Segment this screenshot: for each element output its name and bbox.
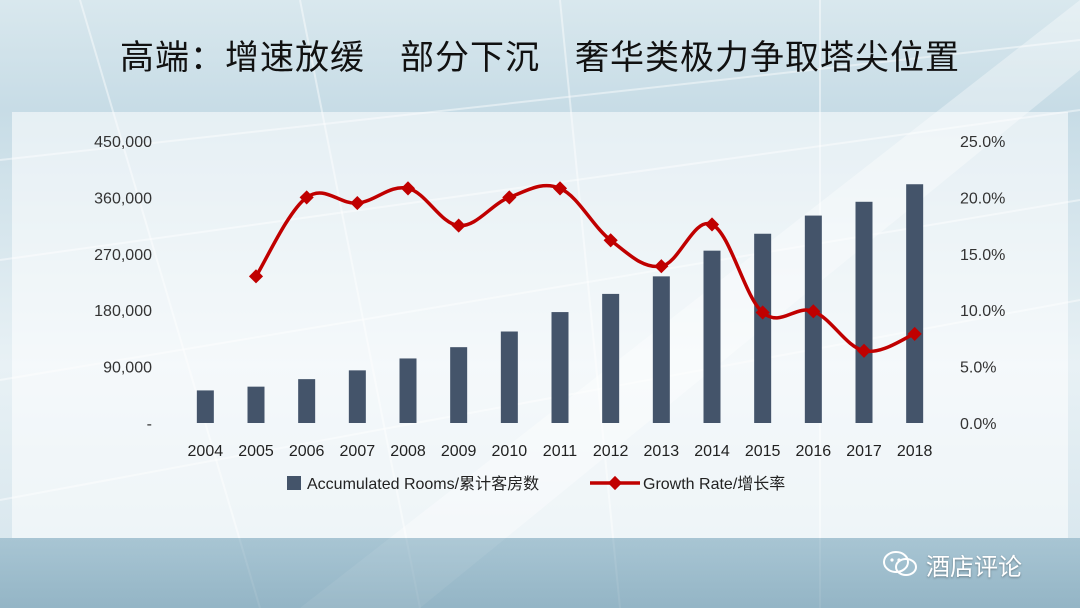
left-axis: - 90,000 180,000 270,000 360,000 450,000 (94, 134, 152, 433)
left-tick-label: 90,000 (103, 360, 152, 377)
right-tick-label: 0.0% (960, 416, 996, 433)
right-tick-label: 10.0% (960, 303, 1005, 320)
line-marker (806, 304, 821, 319)
right-tick-label: 25.0% (960, 134, 1005, 151)
bar (247, 386, 265, 423)
bar (399, 358, 417, 423)
left-tick-label: 180,000 (94, 303, 152, 320)
left-tick-label: - (147, 416, 152, 433)
line-series (248, 181, 922, 358)
x-tick-label: 2007 (340, 443, 376, 460)
line-marker (907, 326, 922, 341)
bar-series (196, 184, 924, 423)
line-marker (350, 195, 365, 211)
x-tick-label: 2016 (796, 443, 832, 460)
x-tick-label: 2004 (188, 443, 224, 460)
chart-panel (12, 112, 1068, 538)
line-marker (248, 269, 264, 284)
x-tick-label: 2014 (694, 443, 730, 460)
watermark: 酒店评论 (882, 544, 1072, 584)
bar (196, 390, 214, 423)
line-marker (451, 218, 466, 233)
legend-line-label: Growth Rate/增长率 (643, 475, 785, 493)
line-marker (400, 181, 416, 196)
left-tick-label: 270,000 (94, 247, 152, 264)
bar (298, 379, 316, 423)
bar (602, 293, 620, 423)
right-tick-label: 15.0% (960, 247, 1005, 264)
legend-bar-swatch (287, 476, 301, 490)
right-axis: 0.0% 5.0% 10.0% 15.0% 20.0% 25.0% (960, 134, 1005, 433)
line-marker (704, 217, 720, 232)
bar (703, 250, 721, 423)
x-tick-label: 2008 (390, 443, 426, 460)
bar (652, 276, 670, 423)
bar (804, 215, 822, 423)
slide-title: 高端：增速放缓 部分下沉 奢华类极力争取塔尖位置 (120, 38, 960, 78)
bar (348, 370, 366, 423)
legend-line-marker (607, 475, 623, 491)
x-tick-label: 2011 (543, 443, 578, 460)
line-marker (603, 233, 618, 248)
left-tick-label: 450,000 (94, 134, 152, 151)
bar (754, 233, 772, 423)
x-tick-label: 2013 (644, 443, 680, 460)
line-marker (654, 259, 669, 274)
x-tick-label: 2010 (492, 443, 528, 460)
line-marker (552, 181, 568, 196)
wechat-icon (883, 551, 917, 576)
line-marker (299, 190, 314, 205)
bar (500, 331, 518, 423)
x-tick-label: 2005 (238, 443, 274, 460)
left-tick-label: 360,000 (94, 190, 152, 207)
bar (450, 347, 468, 423)
x-tick-label: 2015 (745, 443, 781, 460)
x-axis: 2004 2005 2006 2007 2008 2009 2010 2011 2012 2013… (188, 443, 933, 460)
x-tick-label: 2017 (846, 443, 882, 460)
x-tick-label: 2006 (289, 443, 325, 460)
bar (551, 312, 569, 423)
line-marker (856, 343, 872, 358)
watermark-text: 酒店评论 (926, 552, 1022, 581)
legend-bar-label: Accumulated Rooms/累计客房数 (307, 475, 539, 493)
line-marker (755, 305, 770, 320)
right-tick-label: 20.0% (960, 190, 1005, 207)
x-tick-label: 2009 (441, 443, 477, 460)
right-tick-label: 5.0% (960, 360, 996, 377)
legend: Accumulated Rooms/累计客房数 Growth Rate/增长率 (287, 475, 785, 493)
x-tick-label: 2018 (897, 443, 933, 460)
line-marker (502, 190, 517, 205)
bar (906, 184, 924, 423)
bar (855, 201, 873, 423)
x-tick-label: 2012 (593, 443, 629, 460)
